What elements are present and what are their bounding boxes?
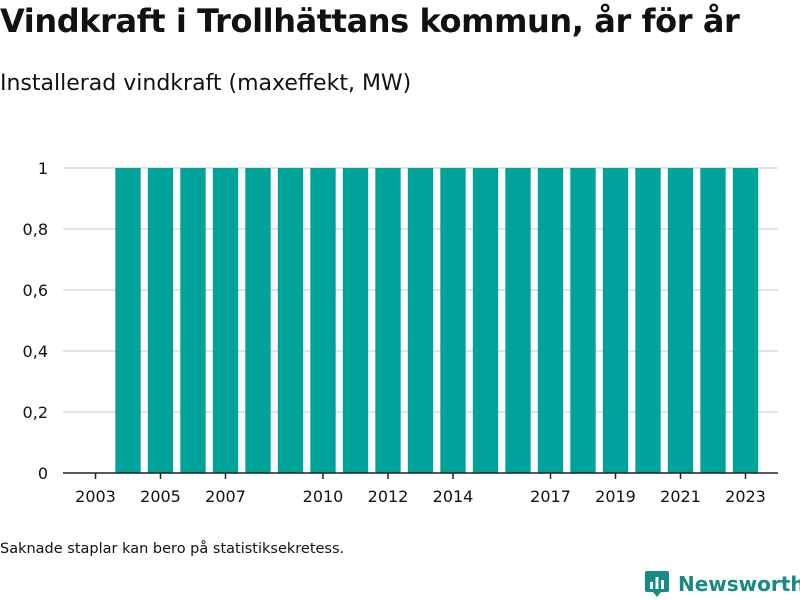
brand-name: Newsworthy: [678, 572, 800, 596]
x-tick-label: 2012: [368, 487, 409, 506]
y-tick-label: 1: [38, 159, 48, 178]
chart-subtitle: Installerad vindkraft (maxeffekt, MW): [0, 71, 412, 96]
x-tick-label: 2017: [530, 487, 571, 506]
x-tick-label: 2014: [433, 487, 474, 506]
x-tick-label: 2007: [205, 487, 246, 506]
chart-title: Vindkraft i Trollhättans kommun, år för …: [0, 2, 740, 40]
x-tick-label: 2005: [140, 487, 181, 506]
bar: [570, 168, 596, 473]
bar: [667, 168, 694, 473]
bars: [115, 168, 759, 473]
bar: [732, 168, 759, 473]
brand-logo: Newsworthy: [644, 569, 800, 599]
y-tick-label: 0,6: [23, 281, 48, 300]
x-tick-label: 2003: [75, 487, 116, 506]
x-tick-label: 2023: [725, 487, 766, 506]
y-tick-label: 0: [38, 464, 48, 483]
bar: [277, 168, 304, 473]
bar: [180, 168, 206, 473]
bar: [375, 168, 401, 473]
x-tick-labels: 2003 2005 2007 2010 2012 2014 2017 2019 2021 2023: [75, 473, 766, 506]
newsworthy-logo-icon: [645, 571, 669, 597]
y-tick-label: 0,4: [23, 342, 48, 361]
bar: [537, 168, 564, 473]
x-tick-label: 2019: [595, 487, 636, 506]
footnote: Saknade staplar kan bero på statistiksek…: [0, 541, 345, 557]
bar-chart: 00,20,40,60,81 2003 2005 2007 2010 2012 2014 2…: [23, 159, 778, 506]
x-tick-label: 2021: [660, 487, 701, 506]
bar: [212, 168, 239, 473]
bar: [635, 168, 661, 473]
bar: [147, 168, 174, 473]
bar: [505, 168, 531, 473]
bar: [472, 168, 499, 473]
y-tick-label: 0,8: [23, 220, 48, 239]
bar: [700, 168, 726, 473]
bar: [115, 168, 141, 473]
y-tick-labels: 0 0,2 0,4 0,6 0,8 1: [23, 159, 48, 483]
bar: [602, 168, 629, 473]
bar: [440, 168, 466, 473]
bar: [342, 168, 369, 473]
bar: [407, 168, 434, 473]
bar: [245, 168, 271, 473]
y-tick-label: 0,2: [23, 403, 48, 422]
x-tick-label: 2010: [303, 487, 344, 506]
bar: [310, 168, 336, 473]
